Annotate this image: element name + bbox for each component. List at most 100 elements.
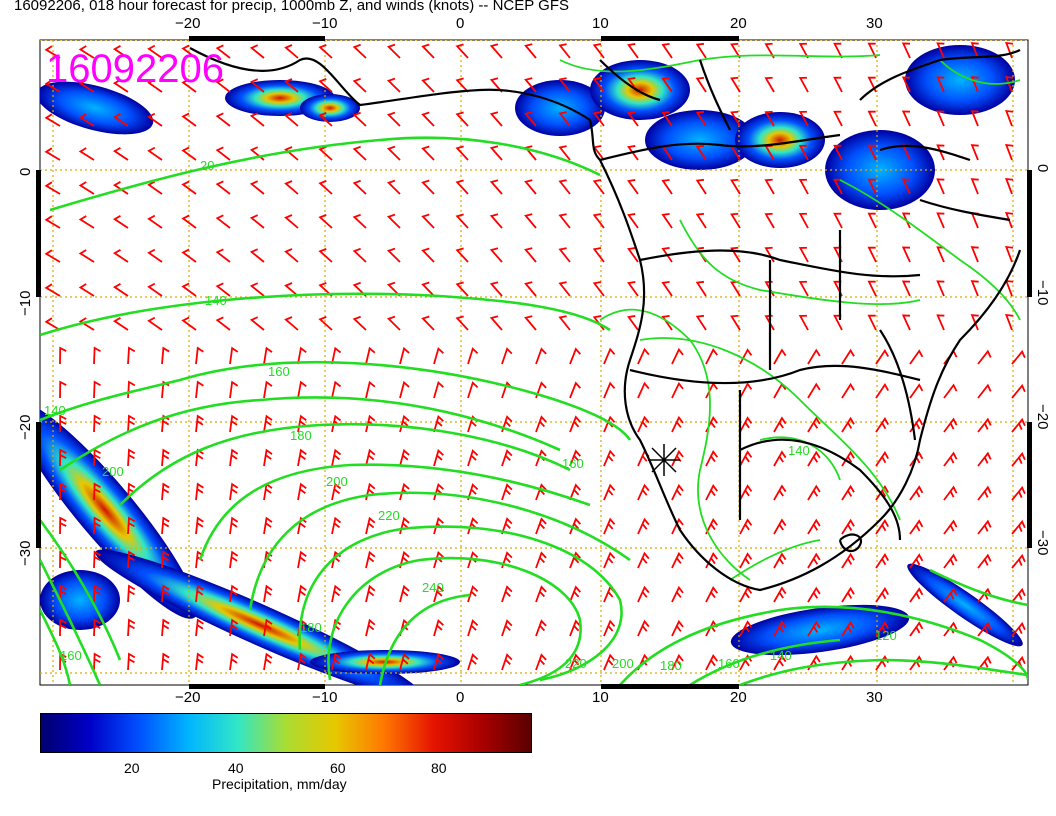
wind-barb <box>161 516 170 535</box>
wind-barb <box>78 215 95 229</box>
wind-barb <box>181 44 197 59</box>
wind-barb <box>977 417 992 433</box>
wind-barb <box>875 621 890 637</box>
wind-barb <box>501 585 513 603</box>
contour-label: 20 <box>200 158 214 173</box>
wind-barb <box>195 482 204 501</box>
wind-barb <box>970 280 979 297</box>
contour-label: 140 <box>205 293 227 308</box>
contour-label: 180 <box>290 428 312 443</box>
wind-barb <box>569 653 582 671</box>
wind-barb <box>936 314 945 331</box>
wind-barb <box>1011 587 1026 603</box>
wind-barb <box>161 346 170 365</box>
wind-barb <box>833 212 843 229</box>
wind-barb <box>909 349 924 365</box>
wind-barb <box>455 111 469 127</box>
wind-barb <box>284 78 299 93</box>
wind-barb <box>977 451 992 467</box>
wind-barb <box>867 280 877 297</box>
wind-barb <box>93 550 101 569</box>
wind-barb <box>569 449 582 467</box>
wind-barb <box>943 417 958 433</box>
wind-barb <box>352 247 367 263</box>
wind-barb <box>671 585 684 603</box>
wind-barb <box>730 212 741 229</box>
wind-barb <box>671 653 684 671</box>
wind-barb <box>263 618 273 637</box>
wind-barb <box>489 179 503 195</box>
wind-barb <box>833 144 843 161</box>
wind-barb <box>739 348 753 365</box>
wind-barb <box>901 314 911 331</box>
wind-barb <box>524 43 537 59</box>
wind-barb <box>603 483 616 501</box>
wind-barb <box>909 587 924 603</box>
wind-barb <box>331 448 342 467</box>
wind-barb <box>249 214 265 229</box>
wind-barb <box>318 180 333 195</box>
wind-barb <box>297 550 307 569</box>
contour-label: 180 <box>300 620 322 635</box>
wind-barb <box>773 450 787 467</box>
wind-barb <box>867 314 877 331</box>
wind-barb <box>1011 485 1026 501</box>
wind-barb <box>501 449 513 467</box>
wind-barb <box>399 346 410 365</box>
wind-barb <box>352 315 367 331</box>
wind-barb <box>147 214 163 229</box>
wind-barb <box>78 317 95 331</box>
wind-barb <box>1005 109 1014 127</box>
wind-barb <box>535 653 547 671</box>
wind-barb <box>1011 621 1026 637</box>
wind-barb <box>181 282 197 297</box>
wind-barb <box>977 519 992 535</box>
wind-barb <box>943 587 958 603</box>
wind-barb <box>603 381 616 399</box>
wind-barb <box>627 247 639 263</box>
wind-barb <box>467 347 479 365</box>
wind-barb <box>661 110 673 127</box>
wind-barb <box>181 112 197 127</box>
wind-barb <box>386 247 401 263</box>
wind-barb <box>943 519 958 535</box>
wind-barb <box>841 518 855 535</box>
wind-barb <box>807 450 821 467</box>
wind-barb <box>318 248 333 263</box>
contour-label: 140 <box>44 403 66 418</box>
wind-barb <box>833 110 843 127</box>
wind-barb <box>59 414 67 433</box>
wind-barb <box>433 584 444 603</box>
wind-barb <box>569 585 582 603</box>
wind-barb <box>195 652 204 671</box>
wind-barb <box>936 280 945 297</box>
wind-barb <box>147 282 163 297</box>
wind-barb <box>807 586 821 603</box>
wind-barb <box>569 415 582 433</box>
wind-barb <box>569 347 582 365</box>
lon-tick-bottom: −10 <box>312 689 337 706</box>
wind-barb <box>161 448 170 467</box>
wind-barb <box>867 76 877 93</box>
wind-barb <box>127 516 136 535</box>
wind-barb <box>501 483 513 501</box>
wind-barb <box>875 553 890 569</box>
wind-barb <box>592 43 605 59</box>
wind-barb <box>433 652 444 671</box>
wind-barb <box>284 44 299 59</box>
wind-barb <box>558 179 571 195</box>
wind-barb <box>386 213 401 229</box>
wind-barb <box>901 212 911 229</box>
wind-barb <box>807 416 821 433</box>
wind-barb <box>501 653 513 671</box>
lat-tick-right: −30 <box>1034 530 1051 555</box>
wind-barb <box>229 618 239 637</box>
map-title: 16092206, 018 hour forecast for precip, … <box>14 0 569 14</box>
wind-barb <box>93 652 101 671</box>
wind-barb <box>78 45 95 59</box>
wind-barb <box>215 44 231 59</box>
wind-barb <box>977 655 992 671</box>
wind-barb <box>284 248 299 263</box>
wind-barb <box>909 519 924 535</box>
wind-barb <box>977 621 992 637</box>
